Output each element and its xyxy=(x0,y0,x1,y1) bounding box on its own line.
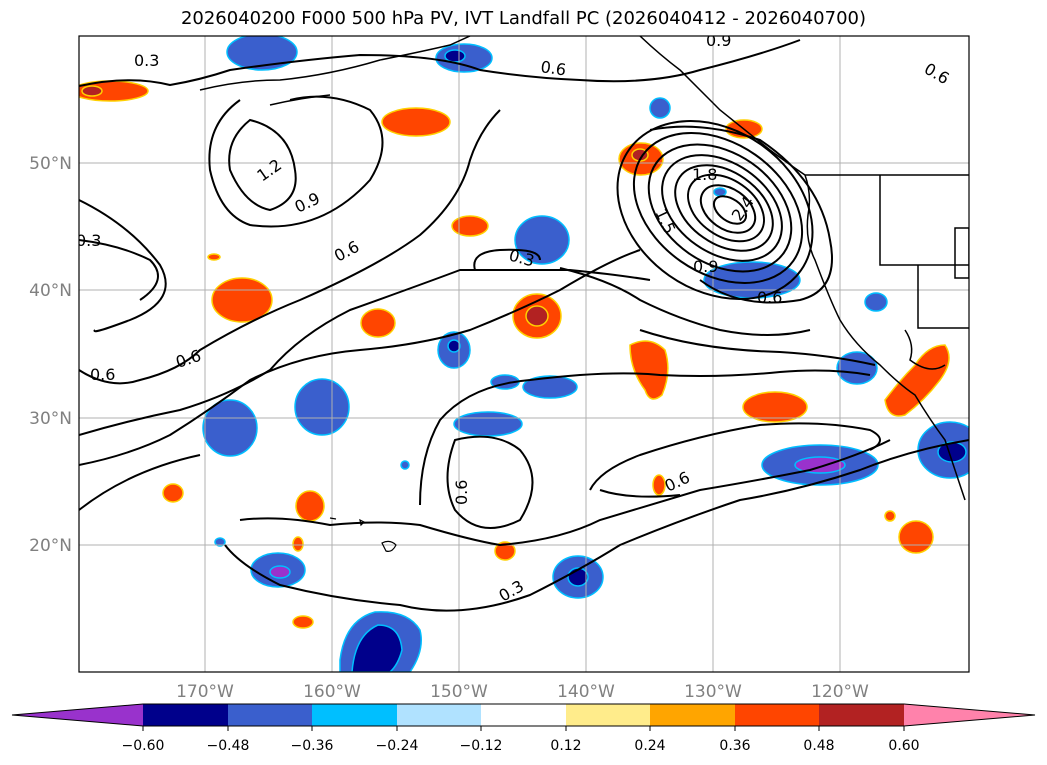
contour-label: 0.3 xyxy=(134,51,159,70)
colorbar-tick: −0.24 xyxy=(376,738,419,754)
lon-label: 140°W xyxy=(557,682,615,702)
contour-label: 0.3 xyxy=(76,231,101,250)
colorbar-tick: 0.36 xyxy=(719,738,750,754)
colorbar-tick: 0.48 xyxy=(803,738,834,754)
colorbar-segment xyxy=(650,704,735,726)
colorbar-tick: −0.48 xyxy=(207,738,250,754)
pv-contours xyxy=(79,39,969,612)
contour-label: 1.8 xyxy=(692,165,717,184)
colorbar-tick: −0.36 xyxy=(291,738,334,754)
colorbar-segment xyxy=(143,704,228,726)
contour-label: 0.6 xyxy=(452,480,471,505)
colorbar-segment xyxy=(735,704,819,726)
contour-label: 0.6 xyxy=(757,288,782,307)
colorbar-extend-high xyxy=(904,704,1035,726)
map-title: 2026040200 F000 500 hPa PV, IVT Landfall… xyxy=(180,8,867,29)
lon-label: 130°W xyxy=(684,682,742,702)
map-frame xyxy=(78,35,970,673)
colorbar-tick: 0.12 xyxy=(550,738,581,754)
pv-negative-shading xyxy=(202,36,969,672)
colorbar-segment xyxy=(312,704,397,726)
coastlines xyxy=(199,36,969,501)
lat-label: 20°N xyxy=(29,536,72,556)
colorbar-tick: 0.24 xyxy=(634,738,665,754)
contour-label: 0.6 xyxy=(90,365,115,384)
colorbar-segment xyxy=(481,704,566,726)
colorbar-segment xyxy=(228,704,312,726)
lon-label: 160°W xyxy=(303,682,361,702)
colorbar-tick: −0.60 xyxy=(122,738,165,754)
colorbar-segment xyxy=(397,704,481,726)
lon-label: 120°W xyxy=(811,682,869,702)
colorbar-segment xyxy=(819,704,904,726)
colorbar-segment xyxy=(566,704,650,726)
map-area xyxy=(79,36,969,672)
latitude-labels: 50°N 40°N 30°N 20°N xyxy=(29,154,72,556)
colorbar-tick: 0.60 xyxy=(888,738,919,754)
contour-label: 0.9 xyxy=(706,31,731,50)
lat-label: 40°N xyxy=(29,281,72,301)
lon-label: 150°W xyxy=(430,682,488,702)
lat-label: 50°N xyxy=(29,154,72,174)
colorbar-extend-low xyxy=(12,704,143,726)
contour-label: 0.6 xyxy=(539,57,567,79)
lat-label: 30°N xyxy=(29,409,72,429)
contour-label: 0.9 xyxy=(693,257,718,276)
colorbar-tick: −0.12 xyxy=(460,738,503,754)
colorbar: −0.60 −0.48 −0.36 −0.24 −0.12 0.12 0.24 … xyxy=(11,703,1036,754)
longitude-labels: 170°W 160°W 150°W 140°W 130°W 120°W xyxy=(176,682,869,702)
lon-label: 170°W xyxy=(176,682,234,702)
